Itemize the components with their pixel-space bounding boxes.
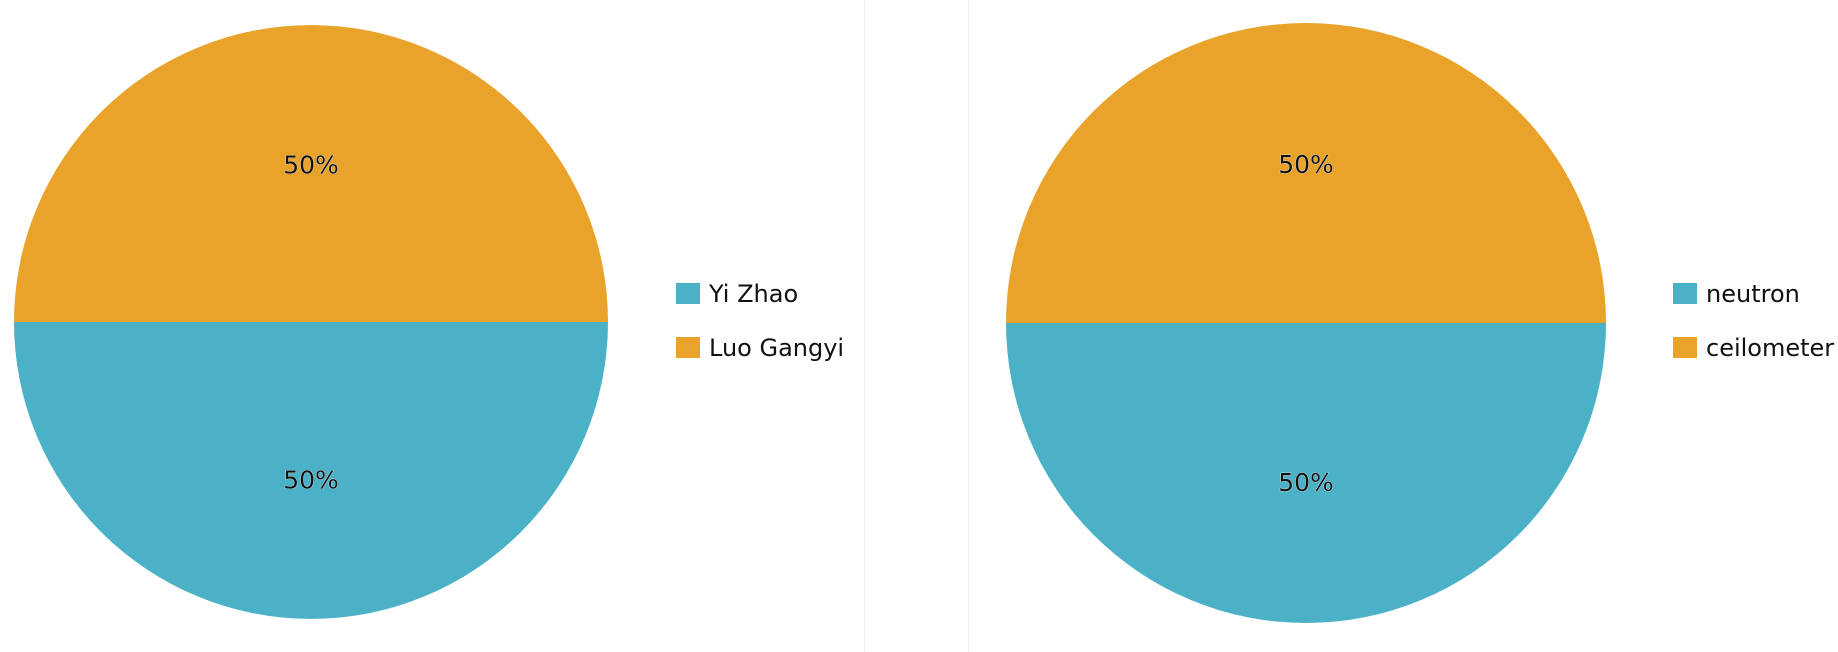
legend-label: ceilometer (1706, 334, 1835, 362)
legend-item[interactable]: ceilometer (1673, 334, 1835, 391)
slice-percent-label: 50% (283, 465, 339, 494)
legend-item[interactable]: Luo Gangyi (676, 334, 845, 391)
legend-left: Yi Zhao Luo Gangyi (676, 280, 845, 391)
legend-swatch (676, 283, 700, 304)
legend-swatch (1673, 283, 1697, 304)
legend-item[interactable]: neutron (1673, 280, 1834, 337)
pie-slice[interactable] (14, 25, 608, 323)
pie-slice[interactable] (1006, 323, 1606, 623)
slice-percent-label: 50% (1278, 468, 1334, 497)
legend-label: Luo Gangyi (709, 334, 845, 362)
legend-item[interactable]: Yi Zhao (676, 280, 844, 337)
pie-slice[interactable] (1006, 23, 1606, 323)
legend-swatch (1673, 337, 1697, 358)
slice-percent-label: 50% (283, 151, 339, 180)
panel-divider-right (968, 0, 969, 652)
legend-right: neutron ceilometer (1673, 280, 1835, 391)
legend-label: neutron (1706, 280, 1800, 308)
panel-divider-left (864, 0, 865, 652)
slice-percent-label: 50% (1278, 150, 1334, 179)
pie-slice[interactable] (14, 322, 608, 619)
legend-swatch (676, 337, 700, 358)
legend-label: Yi Zhao (709, 280, 799, 308)
